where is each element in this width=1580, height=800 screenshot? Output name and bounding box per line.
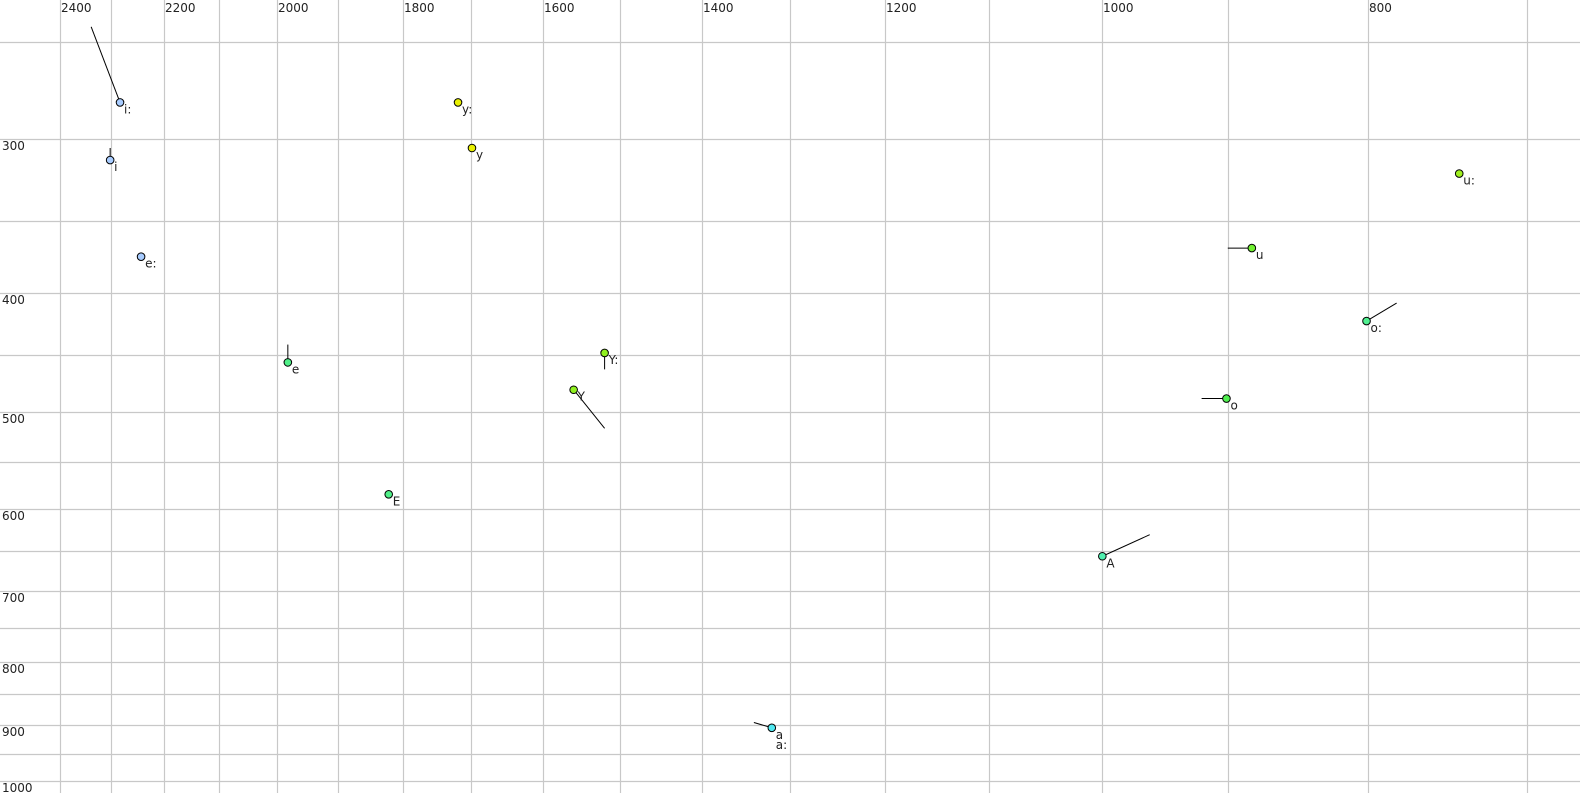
vowel-point [105, 155, 115, 165]
vowel-label: o: [1371, 321, 1382, 335]
y-tick-label: 600 [2, 509, 25, 523]
x-tick-label: 800 [1369, 1, 1392, 15]
vowel-label: i: [124, 102, 131, 116]
vowel-point [467, 143, 477, 153]
vowel-label: u [1256, 248, 1264, 262]
vowel-point [1222, 394, 1231, 403]
formant-trajectory [1102, 534, 1150, 557]
vowel-point [384, 489, 394, 499]
vowel-label: Y [577, 390, 586, 404]
x-tick-label: 1600 [544, 1, 575, 15]
vowel-point [136, 252, 146, 262]
vowel-label: a: [776, 738, 787, 752]
vowel-label: e [292, 362, 299, 376]
y-tick-label: 400 [2, 293, 25, 307]
vowel-point [115, 98, 125, 107]
vowel-label: o [1230, 399, 1237, 413]
vowel-label: Y: [608, 353, 619, 367]
tick-labels: 2400 2200 2000 1800 1600 1400 1200 1000 800 300 40… [2, 1, 1392, 795]
vowel-point [283, 358, 293, 367]
vowel-point [1362, 316, 1371, 326]
formant-trajectory [90, 26, 121, 103]
vowel-point [1098, 551, 1107, 561]
x-tick-label: 2400 [61, 1, 92, 15]
vowel-label: A [1106, 556, 1115, 570]
x-tick-label: 2000 [278, 1, 309, 15]
y-tick-label: 1000 [2, 781, 33, 795]
vowel-point [1247, 243, 1257, 253]
vowel-label: e: [145, 257, 156, 271]
x-tick-label: 1800 [404, 1, 435, 15]
y-tick-label: 300 [2, 139, 25, 153]
y-tick-label: 900 [2, 725, 25, 739]
vowel-label: y: [462, 102, 472, 116]
x-tick-label: 1400 [703, 1, 734, 15]
x-tick-label: 2200 [165, 1, 196, 15]
vowel-label: u: [1463, 174, 1475, 188]
vowel-label: E [393, 494, 401, 508]
x-tick-label: 1000 [1103, 1, 1134, 15]
vowel-label: a [776, 728, 783, 742]
y-tick-label: 800 [2, 662, 25, 676]
vowel-point [1454, 169, 1464, 178]
vowel-label: i [114, 160, 117, 174]
data-points: i: i e: e Ey: y Y: Yu: u o: o Aaa: [90, 26, 1475, 752]
vowel-point [453, 98, 463, 107]
vowel-point [767, 723, 777, 733]
vowel-point [569, 385, 578, 395]
vowel-point [600, 348, 609, 358]
formant-trajectory [1366, 302, 1397, 322]
vowel-label: y [476, 148, 483, 162]
y-tick-label: 700 [2, 591, 25, 605]
y-tick-label: 500 [2, 412, 25, 426]
formant-trajectory [573, 389, 605, 429]
x-tick-label: 1200 [886, 1, 917, 15]
